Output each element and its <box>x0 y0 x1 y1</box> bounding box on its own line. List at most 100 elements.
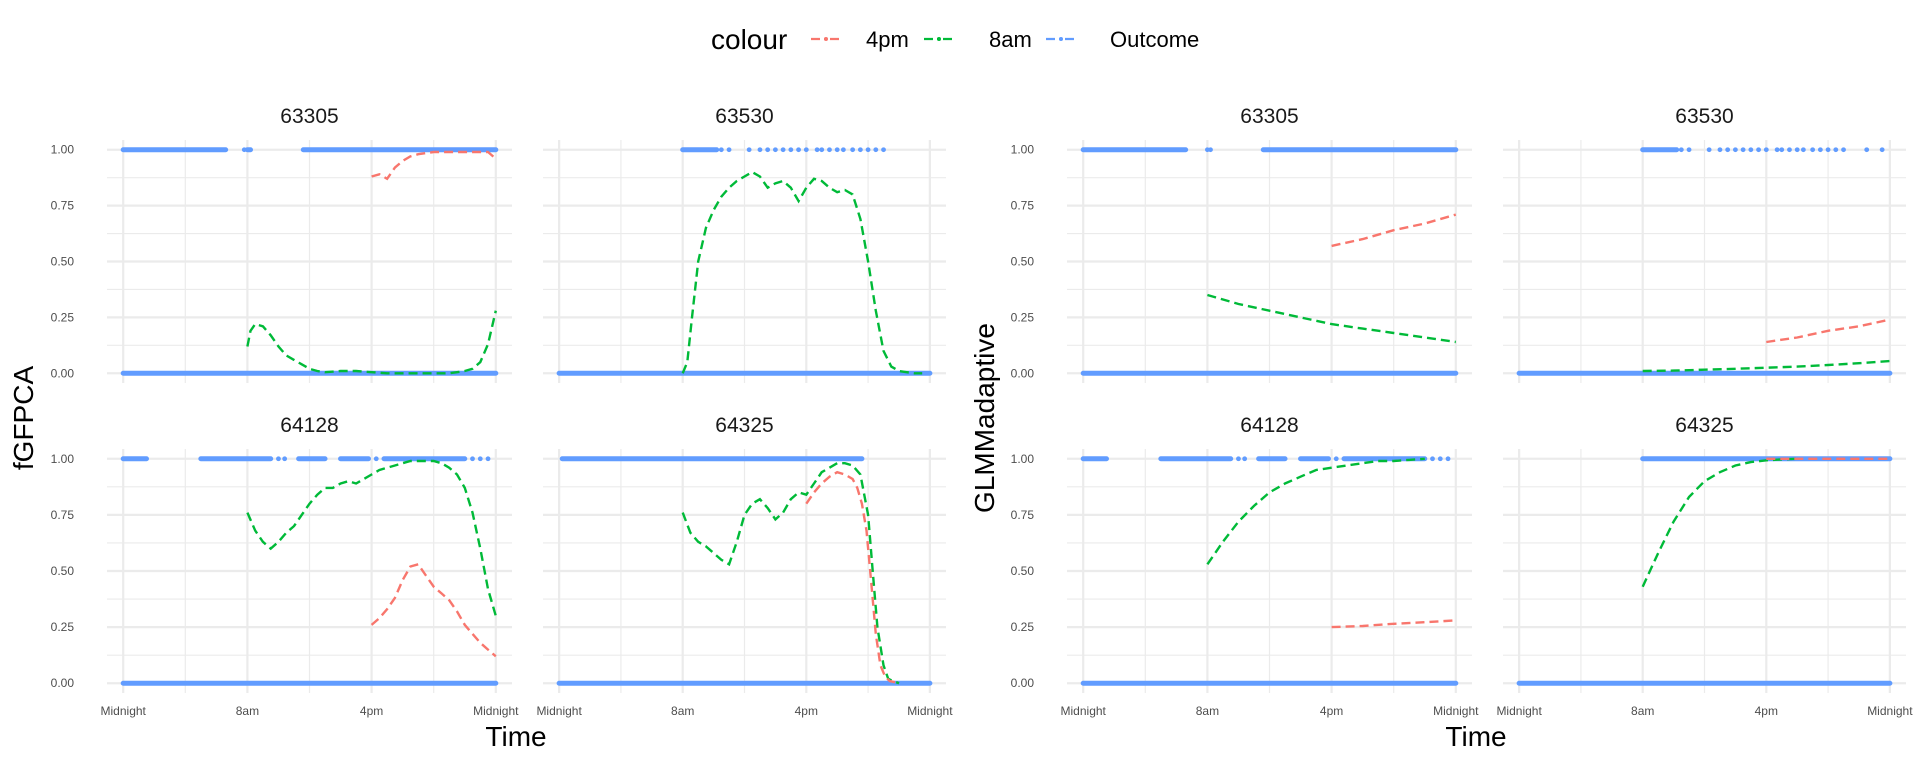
outcome-point <box>718 147 724 153</box>
outcome-point <box>1774 147 1780 153</box>
y-tick-label: 1.00 <box>1011 143 1035 157</box>
x-tick-label: Midnight <box>1061 704 1107 718</box>
panel-title: 64128 <box>280 414 338 437</box>
panel-0-64128: 64128 0.00 0.25 0.50 0.75 1.00 Midnight 8am 4pm M… <box>51 414 520 718</box>
y-tick-label: 0.75 <box>51 199 75 213</box>
x-tick-label: 8am <box>236 704 259 718</box>
outcome-point <box>1208 147 1213 153</box>
panel-title: 63530 <box>1675 105 1733 128</box>
y-tick-label: 0.50 <box>1011 255 1035 269</box>
x-axis-title: Time <box>1445 721 1506 752</box>
outcome-point <box>1779 147 1785 153</box>
outcome-point <box>1817 147 1823 153</box>
outcome-point <box>373 456 379 462</box>
outcome-point <box>814 147 820 153</box>
outcome-point <box>819 147 825 153</box>
y-tick-label: 0.50 <box>51 255 75 269</box>
series-line-4pm <box>370 562 497 658</box>
y-tick-label: 0.75 <box>1011 199 1035 213</box>
outcome-point <box>1706 147 1712 153</box>
outcome-point <box>276 456 281 462</box>
outcome-point <box>1678 147 1684 153</box>
legend-title: colour <box>711 24 787 55</box>
outcome-point <box>1787 147 1792 153</box>
y-tick-label: 0.00 <box>1011 366 1035 380</box>
panel-1-64128: 64128 0.00 0.25 0.50 0.75 1.00 Midnight 8am 4pm M… <box>1011 414 1480 718</box>
outcome-point <box>788 147 794 153</box>
x-tick-label: Midnight <box>101 704 147 718</box>
series-line-8am <box>1206 457 1425 565</box>
x-tick-label: 4pm <box>795 704 818 718</box>
x-tick-label: 8am <box>671 704 694 718</box>
outcome-point <box>1810 147 1816 153</box>
series-line-4pm <box>371 150 497 181</box>
y-tick-label: 1.00 <box>1011 452 1035 466</box>
outcome-point <box>1242 456 1248 462</box>
outcome-point <box>1236 456 1241 462</box>
legend-label-outcome: Outcome <box>1110 27 1199 52</box>
y-tick-label: 0.50 <box>51 564 75 578</box>
legend-key-outcome-point <box>1059 37 1063 41</box>
outcome-point <box>1833 147 1839 153</box>
outcome-point <box>881 147 886 153</box>
x-tick-label: Midnight <box>536 704 582 718</box>
outcome-point <box>865 147 871 153</box>
series-line-4pm <box>805 470 900 685</box>
outcome-point <box>1748 147 1754 153</box>
outcome-point <box>850 147 856 153</box>
y-tick-label: 0.25 <box>1011 620 1035 634</box>
x-tick-label: 4pm <box>1320 704 1343 718</box>
y-tick-label: 0.00 <box>51 676 75 690</box>
outcome-point <box>1717 147 1723 153</box>
legend-label-4pm: 4pm <box>866 27 909 52</box>
outcome-point <box>746 147 752 153</box>
outcome-point <box>485 456 491 462</box>
panel-0-63305: 63305 0.00 0.25 0.50 0.75 1.00 <box>51 105 512 383</box>
legend-key-8am-point <box>937 37 941 41</box>
y-axis-title: fGFPCA <box>8 366 39 471</box>
legend-key-4pm-point <box>824 37 828 41</box>
series-line-8am <box>246 310 497 375</box>
x-tick-label: Midnight <box>1433 704 1479 718</box>
y-tick-label: 0.75 <box>51 508 75 522</box>
x-tick-label: Midnight <box>473 704 519 718</box>
outcome-point <box>834 147 840 153</box>
outcome-point <box>1864 147 1870 153</box>
outcome-point <box>1725 147 1731 153</box>
outcome-point <box>1800 147 1806 153</box>
outcome-point <box>827 147 832 153</box>
y-tick-label: 0.75 <box>1011 508 1035 522</box>
outcome-point <box>765 147 771 153</box>
y-tick-label: 1.00 <box>51 452 75 466</box>
outcome-point <box>772 147 778 153</box>
series-line-4pm <box>1331 619 1456 629</box>
y-tick-label: 0.00 <box>1011 676 1035 690</box>
x-tick-label: 4pm <box>360 704 383 718</box>
y-tick-label: 0.50 <box>1011 564 1035 578</box>
panel-1-63305: 63305 0.00 0.25 0.50 0.75 1.00 <box>1011 105 1472 383</box>
legend-label-8am: 8am <box>989 27 1032 52</box>
panel-title: 63305 <box>280 105 338 128</box>
x-tick-label: Midnight <box>907 704 953 718</box>
y-tick-label: 0.25 <box>51 310 75 324</box>
outcome-point <box>241 147 247 153</box>
series-line-8am <box>681 170 923 375</box>
outcome-point <box>840 147 846 153</box>
panel-0-63530: 63530 <box>543 105 946 383</box>
outcome-point <box>1740 147 1746 153</box>
outcome-point <box>1732 147 1738 153</box>
panel-title: 63530 <box>715 105 773 128</box>
panel-1-63530: 63530 <box>1503 105 1906 383</box>
panel-title: 64325 <box>1675 414 1733 437</box>
panel-title: 63305 <box>1240 105 1298 128</box>
outcome-point <box>796 147 801 153</box>
x-tick-label: Midnight <box>1496 704 1542 718</box>
y-tick-label: 0.25 <box>51 620 75 634</box>
y-axis-title: GLMMadaptive <box>969 323 1000 513</box>
outcome-point <box>780 147 786 153</box>
outcome-point <box>1430 456 1435 462</box>
legend: colour 4pm 8am Outcome <box>711 24 1199 55</box>
outcome-point <box>1686 147 1692 153</box>
outcome-point <box>1794 147 1800 153</box>
outcome-point <box>1763 147 1769 153</box>
